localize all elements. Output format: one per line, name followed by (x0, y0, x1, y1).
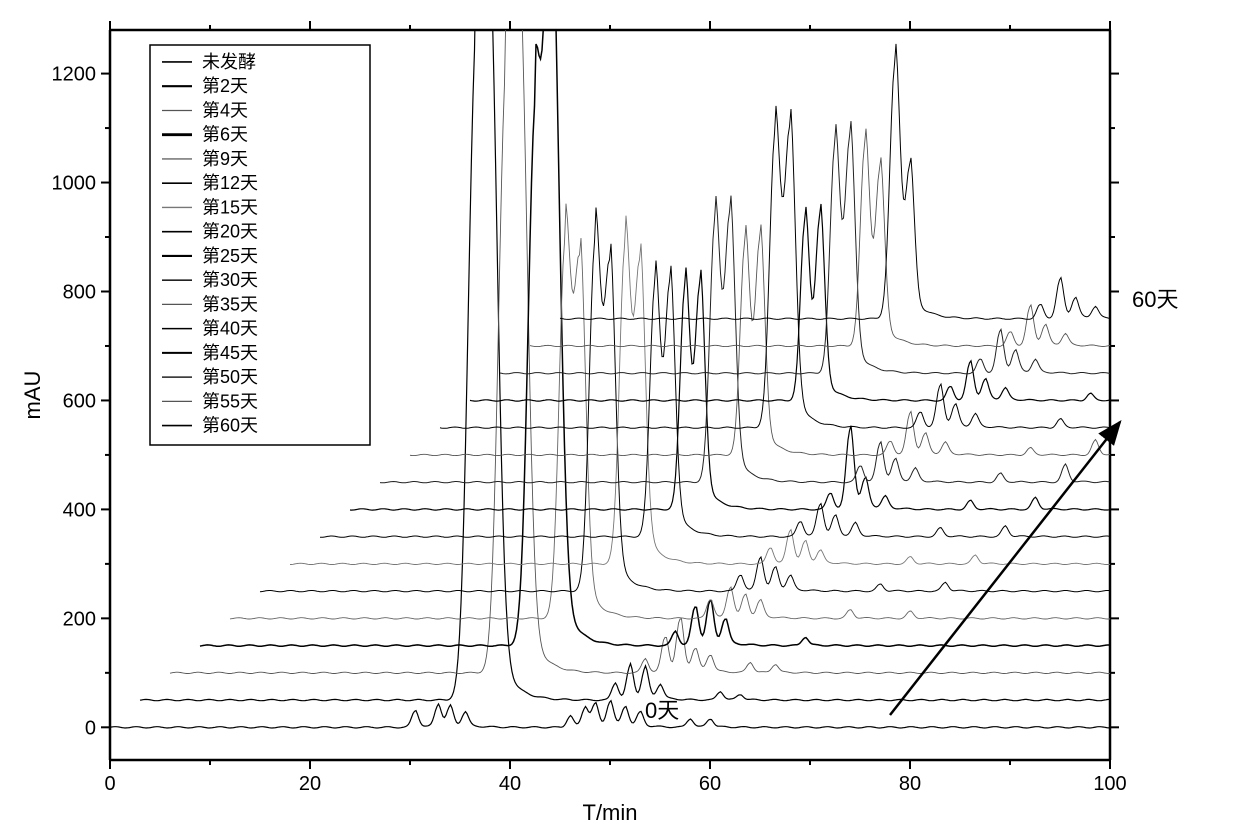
y-tick-label: 1000 (52, 173, 97, 195)
x-tick-label: 100 (1093, 773, 1126, 795)
legend-label-11: 第40天 (202, 319, 258, 339)
x-tick-label: 80 (899, 773, 921, 795)
annotation-0: 0天 (645, 698, 679, 723)
legend-label-6: 第15天 (202, 197, 258, 217)
legend-label-0: 未发酵 (202, 52, 256, 72)
y-tick-label: 200 (63, 608, 96, 630)
x-tick-label: 40 (499, 773, 521, 795)
y-tick-label: 400 (63, 499, 96, 521)
annotation-1: 60天 (1132, 287, 1178, 312)
legend-label-15: 第60天 (202, 416, 258, 436)
y-tick-label: 0 (85, 717, 96, 739)
y-axis-label: mAU (20, 371, 45, 420)
y-tick-label: 800 (63, 281, 96, 303)
legend-label-7: 第20天 (202, 222, 258, 242)
legend-label-8: 第25天 (202, 246, 258, 266)
legend-label-1: 第2天 (202, 76, 248, 96)
chart-svg: 0 20 40 60 80 100 T/min 0 200 400 600 800 1000 1200 mA… (0, 0, 1240, 837)
legend-label-4: 第9天 (202, 149, 248, 169)
legend-label-10: 第35天 (202, 294, 258, 314)
x-tick-label: 20 (299, 773, 321, 795)
x-tick-label: 0 (104, 773, 115, 795)
legend-label-9: 第30天 (202, 270, 258, 290)
legend-label-12: 第45天 (202, 343, 258, 363)
y-tick-label: 600 (63, 390, 96, 412)
legend-label-13: 第50天 (202, 367, 258, 387)
x-axis-label: T/min (583, 800, 638, 825)
legend-label-2: 第4天 (202, 100, 248, 120)
chromatogram-chart: 0 20 40 60 80 100 T/min 0 200 400 600 800 1000 1200 mA… (0, 0, 1240, 837)
y-tick-label: 1200 (52, 64, 97, 86)
x-tick-label: 60 (699, 773, 721, 795)
legend-label-5: 第12天 (202, 173, 258, 193)
legend-label-14: 第55天 (202, 391, 258, 411)
legend-box (150, 45, 370, 445)
legend-label-3: 第6天 (202, 125, 248, 145)
